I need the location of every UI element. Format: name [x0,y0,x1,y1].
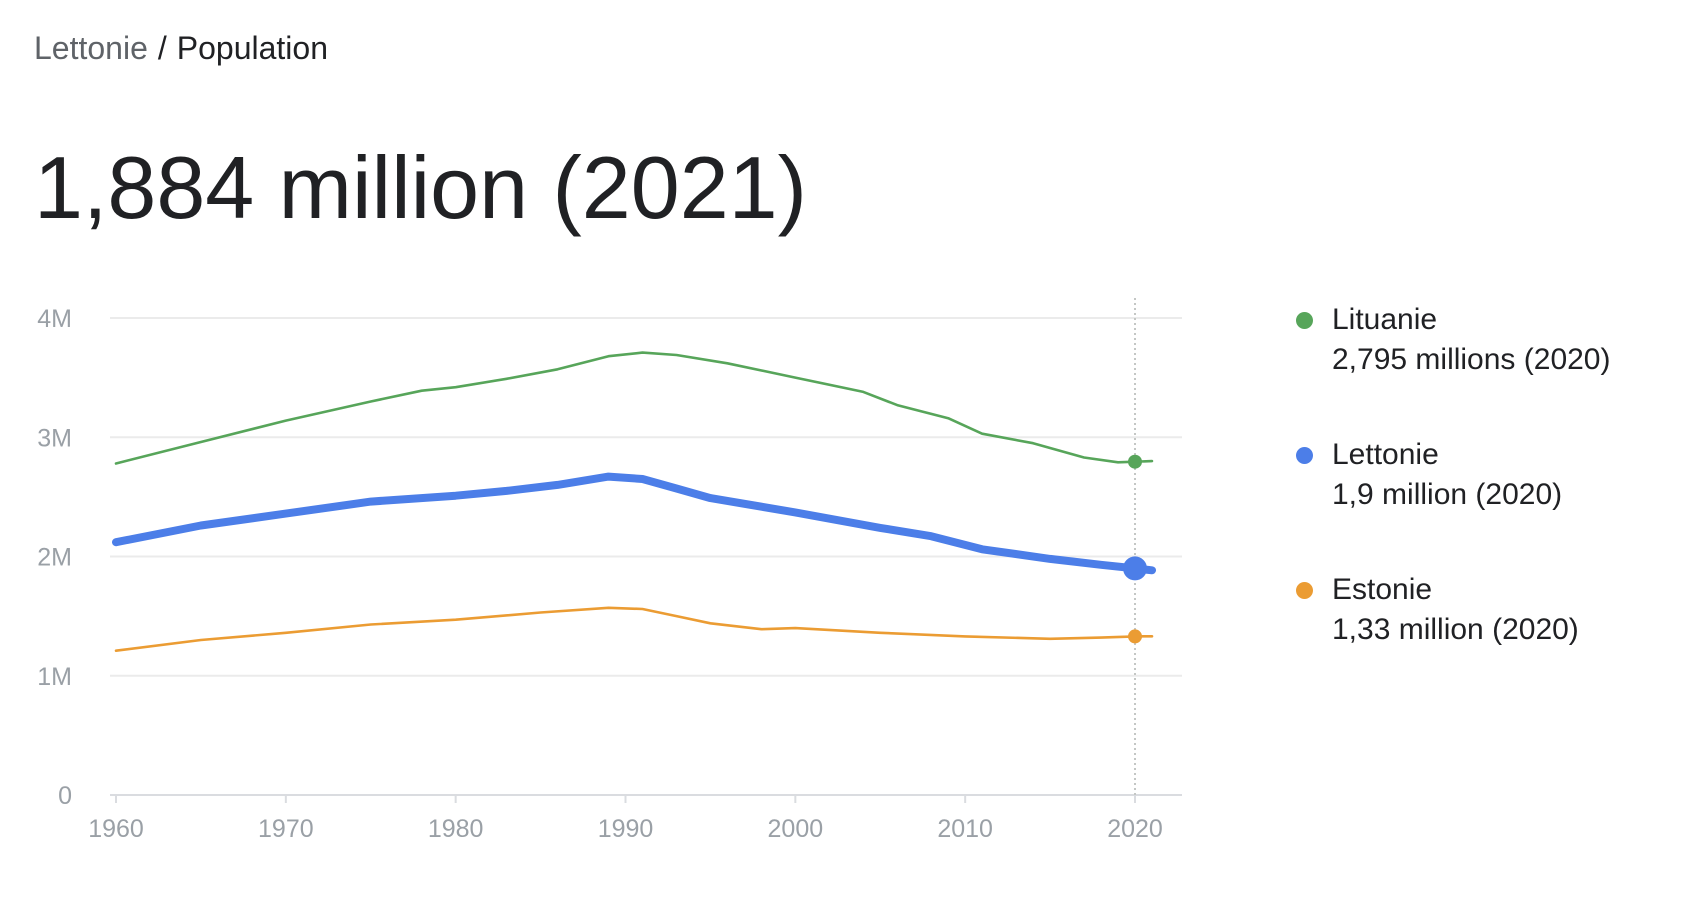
y-tick-label-3M: 3M [37,424,72,452]
breadcrumb-separator: / [157,30,167,66]
series-point-lituanie-2020[interactable] [1128,454,1142,469]
grid-layer [110,298,1182,796]
breadcrumb: Lettonie / Population [34,28,328,68]
y-tick-label-1M: 1M [37,663,72,691]
series-line-lettonie[interactable] [112,472,1156,575]
breadcrumb-current: Population [176,30,328,66]
legend-name-lettonie: Lettonie [1332,438,1439,471]
y-tick-label-2M: 2M [37,544,72,572]
y-tick-label-0: 0 [58,782,72,810]
breadcrumb-parent-link[interactable]: Lettonie [34,30,148,66]
marker-layer [1123,454,1147,644]
x-tick-label-2000: 2000 [768,815,824,843]
x-tick-label-1990: 1990 [598,815,654,843]
legend-dot-lettonie [1296,447,1313,464]
series-line-lituanie[interactable] [114,351,1154,465]
x-tick-label-2010: 2010 [937,815,993,843]
legend-item-lituanie[interactable]: Lituanie 2,795 millions (2020) [1290,300,1660,380]
x-tick-label-1960: 1960 [88,815,144,843]
legend-value-estonie: 1,33 million (2020) [1332,613,1579,646]
y-tick-label-4M: 4M [37,305,72,333]
legend-dot-lituanie [1296,312,1313,329]
series-point-estonie-2020[interactable] [1128,629,1142,644]
legend-name-estonie: Estonie [1332,573,1433,606]
legend-value-lituanie: 2,795 millions (2020) [1332,343,1611,376]
x-tick-label-2020: 2020 [1107,815,1163,843]
x-tick-label-1980: 1980 [428,815,484,843]
axis-layer: 0 1M 2M 3M 4M 1960 1970 1980 1990 2000 2010 2020 [37,305,1163,843]
legend-dot-estonie [1296,582,1313,599]
series-point-lettonie-2020[interactable] [1123,556,1147,581]
series-line-estonie[interactable] [114,606,1154,652]
headline-value: 1,884 million (2021) [34,138,807,237]
population-line-chart[interactable]: 0 1M 2M 3M 4M 1960 1970 1980 1990 2000 2010 2020 [0,270,1200,850]
legend-name-lituanie: Lituanie [1332,303,1438,336]
x-tick-label-1970: 1970 [258,815,314,843]
legend-item-estonie[interactable]: Estonie 1,33 million (2020) [1290,570,1660,650]
legend-item-lettonie[interactable]: Lettonie 1,9 million (2020) [1290,435,1660,515]
series-layer [112,351,1156,652]
legend-value-lettonie: 1,9 million (2020) [1332,478,1563,511]
